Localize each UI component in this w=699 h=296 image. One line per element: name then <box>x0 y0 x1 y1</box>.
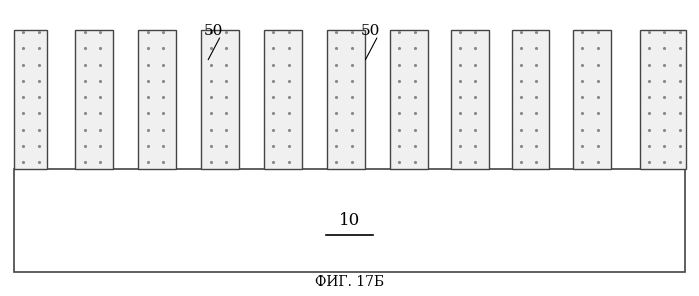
Bar <box>390 30 428 169</box>
Bar <box>327 30 365 169</box>
Bar <box>75 30 113 169</box>
Text: 10: 10 <box>339 212 360 229</box>
Bar <box>201 30 239 169</box>
Text: 50: 50 <box>361 24 380 38</box>
Text: ФИГ. 17Б: ФИГ. 17Б <box>315 275 384 289</box>
Bar <box>264 30 302 169</box>
Bar <box>640 30 686 169</box>
Bar <box>14 30 47 169</box>
Bar <box>138 30 176 169</box>
Bar <box>573 30 611 169</box>
Bar <box>451 30 489 169</box>
Bar <box>14 169 685 272</box>
Bar <box>512 30 549 169</box>
Text: 50: 50 <box>203 24 223 38</box>
